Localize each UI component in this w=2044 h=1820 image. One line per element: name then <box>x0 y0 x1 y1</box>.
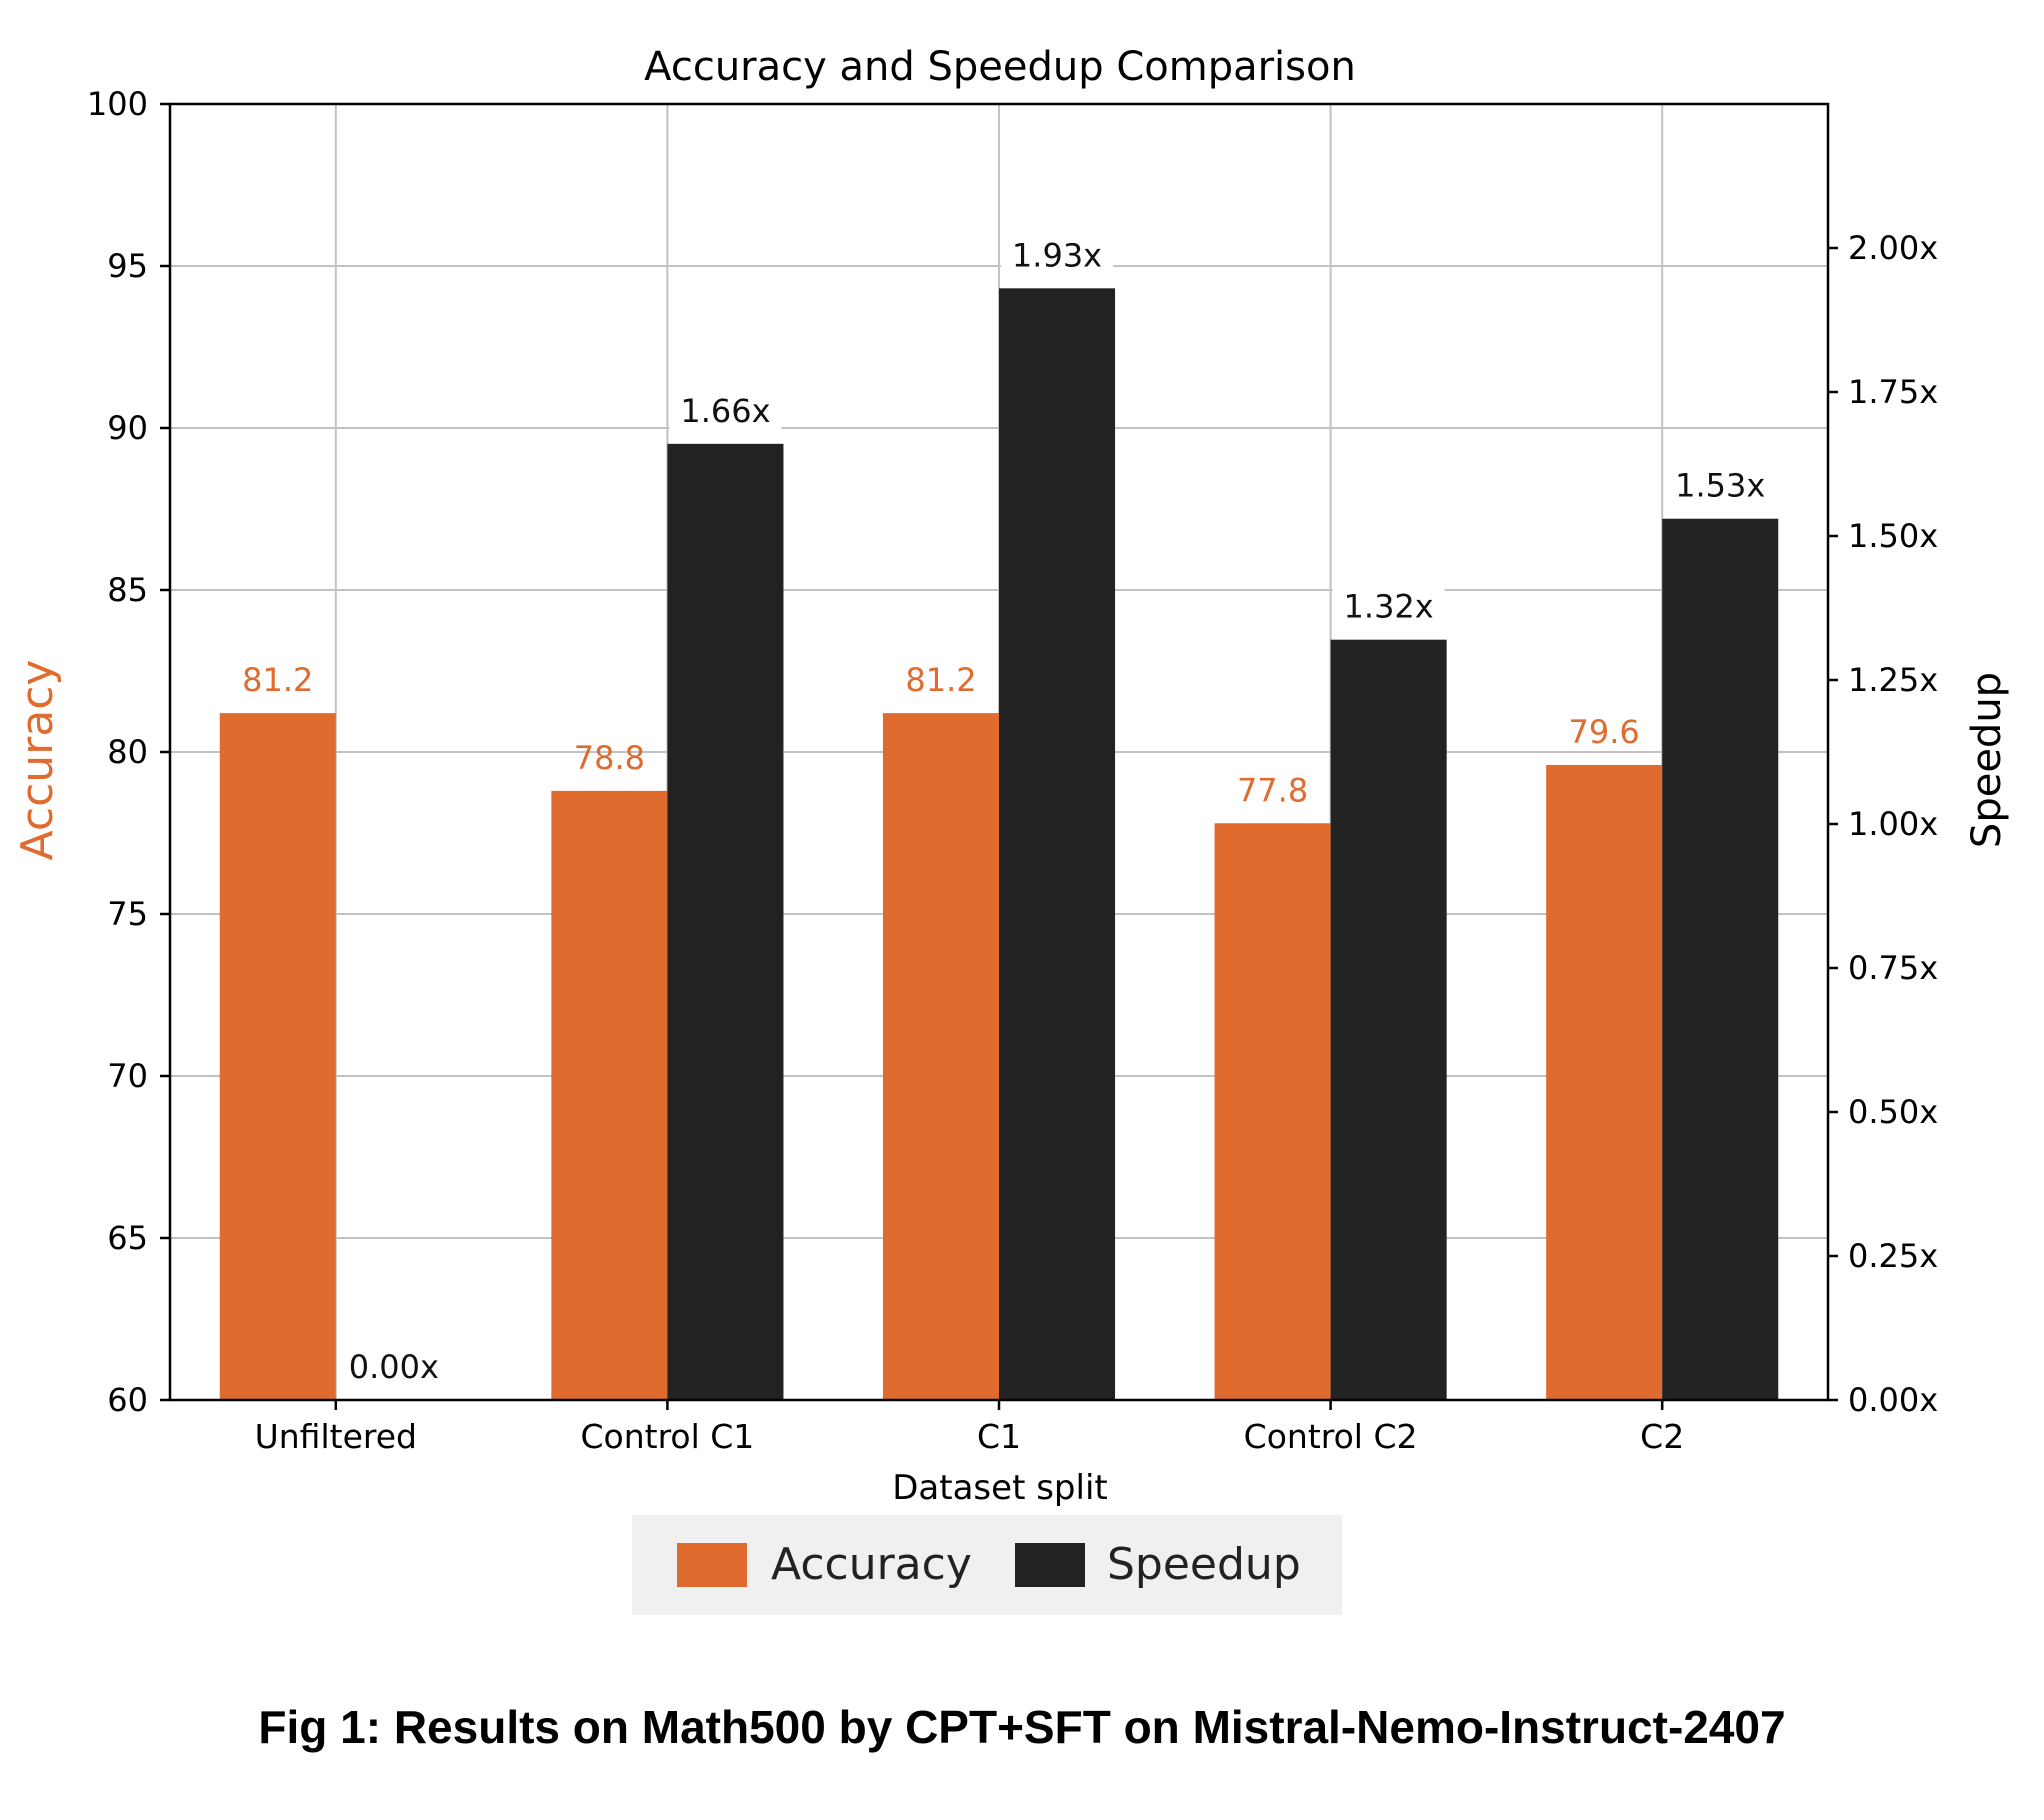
y-tick-label-left: 65 <box>107 1219 148 1257</box>
y-tick-label-left: 100 <box>87 85 148 123</box>
bar-speedup <box>1662 518 1779 1400</box>
legend: Accuracy Speedup <box>632 1515 1342 1615</box>
y-tick-label-left: 85 <box>107 571 148 609</box>
legend-swatch-accuracy <box>677 1543 747 1587</box>
y-axis-label-right: Speedup <box>1964 672 2010 848</box>
data-label-speedup: 1.93x <box>1012 236 1102 274</box>
bar-accuracy <box>219 713 336 1400</box>
y-tick-label-left: 90 <box>107 409 148 447</box>
chart: 81.2 0.00x 78.8 1.66x 81.2 1.93x 77.8 1.32x 79.6… <box>12 44 2010 1615</box>
axes: 60 65 70 75 80 85 90 95 100 0.00x 0.25x 0.50x 0.75x 1… <box>87 85 1938 1456</box>
data-label-accuracy: 78.8 <box>574 739 645 777</box>
legend-box <box>632 1515 1342 1615</box>
y-tick-label-left: 80 <box>107 733 148 771</box>
y-tick-label-right: 1.50x <box>1848 517 1938 555</box>
y-tick-label-right: 0.00x <box>1848 1381 1938 1419</box>
y-tick-label-left: 75 <box>107 895 148 933</box>
data-label-accuracy: 81.2 <box>242 661 313 699</box>
data-label-accuracy: 79.6 <box>1569 713 1640 751</box>
y-axis-label-left: Accuracy <box>12 660 63 861</box>
data-label-speedup: 1.66x <box>680 392 770 430</box>
x-tick-label: Control C2 <box>1244 1417 1418 1456</box>
bar-speedup <box>999 288 1116 1400</box>
figure-caption: Fig 1: Results on Math500 by CPT+SFT on … <box>258 1701 1786 1753</box>
x-tick-label: C2 <box>1640 1417 1684 1456</box>
bars <box>219 288 1779 1401</box>
data-label-accuracy: 77.8 <box>1237 771 1308 809</box>
data-label-speedup-bg <box>1664 462 1777 509</box>
y-tick-label-right: 1.00x <box>1848 805 1938 843</box>
y-tick-label-left: 70 <box>107 1057 148 1095</box>
data-label-speedup-bg <box>669 387 782 434</box>
data-label-speedup-bg <box>337 1344 450 1390</box>
data-labels: 81.2 0.00x 78.8 1.66x 81.2 1.93x 77.8 1.32x 79.6… <box>242 232 1777 1390</box>
data-label-speedup-bg <box>1001 232 1114 279</box>
y-tick-label-right: 1.25x <box>1848 661 1938 699</box>
bar-speedup <box>667 443 784 1401</box>
legend-swatch-speedup <box>1015 1543 1085 1587</box>
y-tick-label-right: 0.75x <box>1848 949 1938 987</box>
x-tick-label: Unfiltered <box>255 1417 417 1456</box>
y-tick-label-right: 0.50x <box>1848 1093 1938 1131</box>
x-axis-label: Dataset split <box>892 1468 1107 1508</box>
y-tick-label-left: 95 <box>107 247 148 285</box>
bar-accuracy <box>1546 764 1663 1400</box>
bar-speedup <box>1330 639 1447 1400</box>
y-tick-label-right: 0.25x <box>1848 1237 1938 1275</box>
x-tick-label: C1 <box>977 1417 1021 1456</box>
y-tick-label-right: 1.75x <box>1848 373 1938 411</box>
data-label-speedup: 1.53x <box>1675 467 1765 505</box>
x-tick-label: Control C1 <box>580 1417 754 1456</box>
y-tick-label-right: 2.00x <box>1848 229 1938 267</box>
data-label-speedup-bg <box>1332 583 1445 630</box>
legend-label-accuracy: Accuracy <box>771 1539 972 1590</box>
legend-label-speedup: Speedup <box>1107 1539 1301 1590</box>
data-label-speedup: 0.00x <box>349 1348 439 1386</box>
data-label-speedup: 1.32x <box>1344 588 1434 626</box>
bar-accuracy <box>882 713 999 1400</box>
bar-accuracy <box>1214 823 1331 1400</box>
y-tick-label-left: 60 <box>107 1381 148 1419</box>
bar-accuracy <box>551 790 668 1400</box>
chart-title: Accuracy and Speedup Comparison <box>644 44 1356 90</box>
data-label-accuracy: 81.2 <box>905 661 976 699</box>
